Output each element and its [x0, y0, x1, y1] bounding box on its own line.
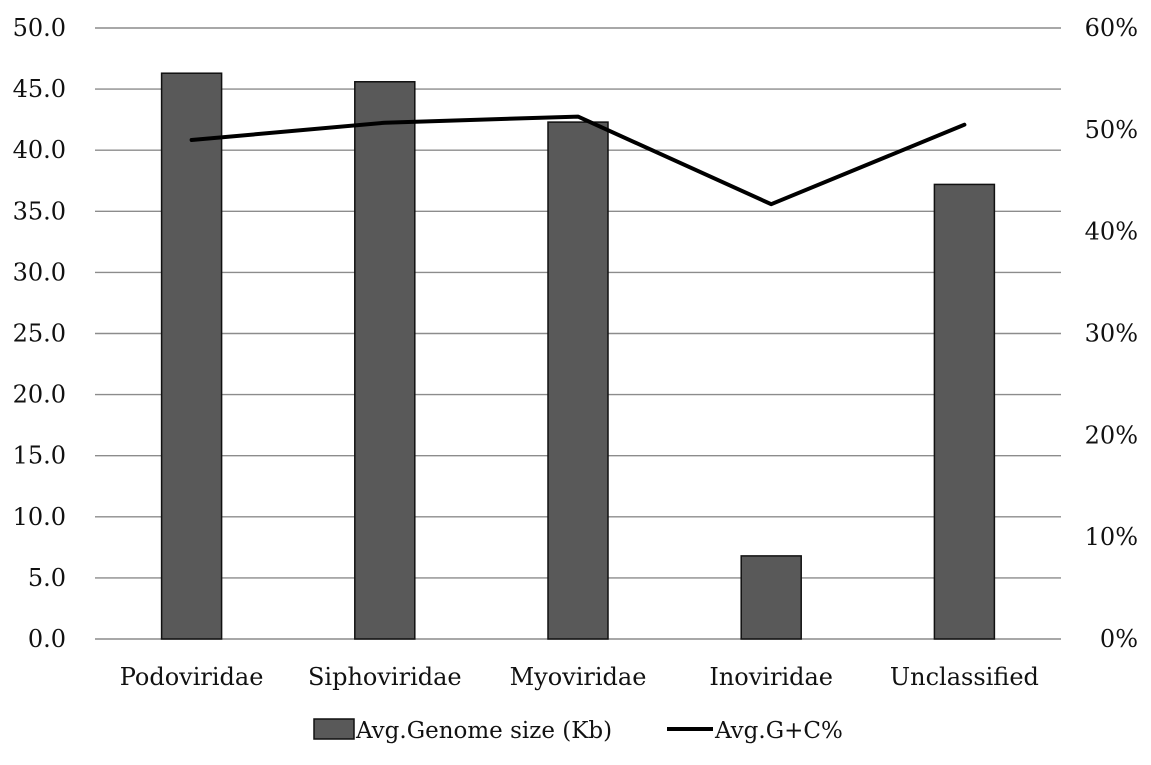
left-axis-tick-label: 15.0: [13, 442, 66, 470]
right-axis-ticks: 0% 10% 20% 30% 40% 50% 60%: [1085, 14, 1138, 653]
category-labels: Podoviridae Siphoviridae Myoviridae Inoviri…: [120, 663, 1039, 691]
left-axis-tick-label: 50.0: [13, 14, 66, 42]
left-axis-tick-label: 5.0: [28, 564, 66, 592]
left-axis-tick-label: 10.0: [13, 503, 66, 531]
genome-size-bars: [160, 72, 996, 640]
right-axis-tick-label: 50%: [1085, 116, 1138, 144]
left-axis-tick-label: 20.0: [13, 381, 66, 409]
category-label: Unclassified: [890, 663, 1039, 691]
bar-inoviridae: [740, 555, 802, 640]
bar-siphoviridae: [354, 81, 416, 640]
left-axis-tick-label: 30.0: [13, 258, 66, 286]
left-axis-tick-label: 25.0: [13, 320, 66, 348]
category-label: Podoviridae: [120, 663, 264, 691]
left-axis-tick-label: 40.0: [13, 136, 66, 164]
right-axis-tick-label: 40%: [1085, 218, 1138, 246]
bar-unclassified: [933, 183, 996, 640]
left-axis-tick-label: 45.0: [13, 75, 66, 103]
bar-myoviridae: [547, 121, 609, 640]
left-axis-tick-label: 35.0: [13, 197, 66, 225]
gc-content-line: [189, 114, 967, 207]
left-axis-ticks: 0.0 5.0 10.0 15.0 20.0 25.0 30.0 35.0 40.0 45.0 50…: [13, 14, 66, 653]
legend-label-gc-content: Avg.G+C%: [714, 718, 843, 744]
bar-podoviridae: [160, 72, 223, 640]
category-label: Myoviridae: [510, 663, 647, 691]
left-axis-tick-label: 0.0: [28, 625, 66, 653]
legend: Avg.Genome size (Kb) Avg.G+C%: [313, 718, 843, 744]
right-axis-tick-label: 10%: [1085, 523, 1138, 551]
right-axis-tick-label: 0%: [1100, 625, 1138, 653]
right-axis-tick-label: 30%: [1085, 320, 1138, 348]
legend-label-genome-size: Avg.Genome size (Kb): [355, 718, 612, 744]
category-label: Inoviridae: [709, 663, 833, 691]
category-label: Siphoviridae: [308, 663, 462, 691]
right-axis-tick-label: 20%: [1085, 421, 1138, 449]
right-axis-tick-label: 60%: [1085, 14, 1138, 42]
legend-swatch-genome-size: [313, 718, 355, 740]
